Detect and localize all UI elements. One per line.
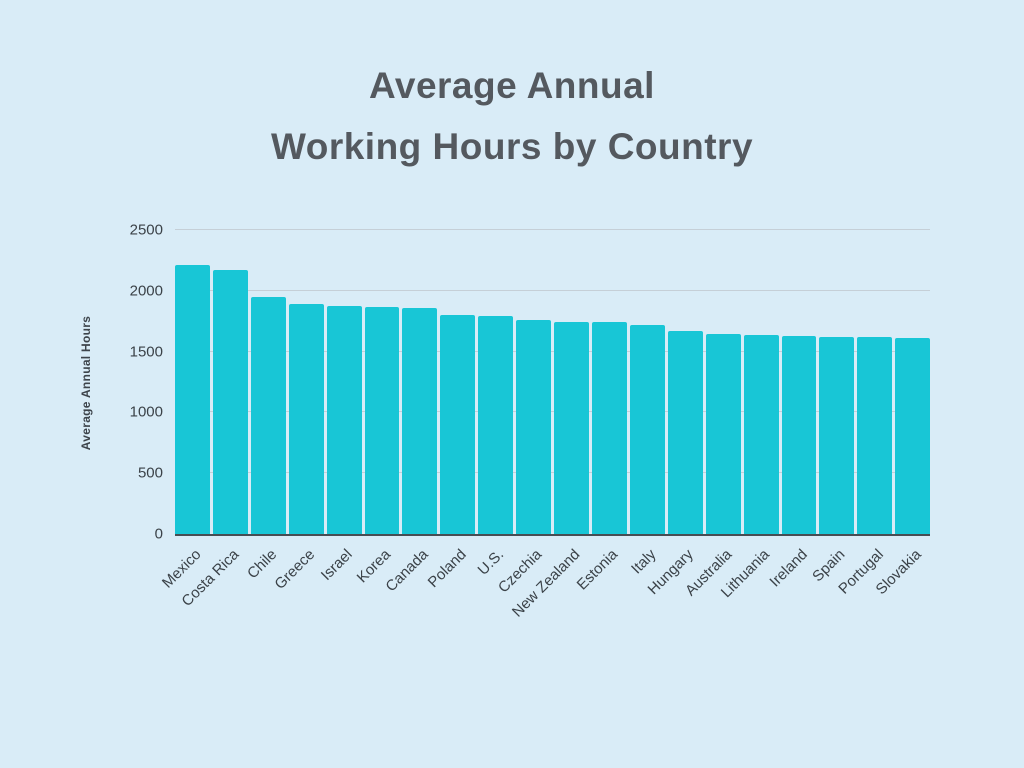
bar-slovakia bbox=[895, 337, 931, 534]
bar-estonia bbox=[591, 322, 627, 534]
bar-italy bbox=[629, 324, 665, 534]
y-axis-title: Average Annual Hours bbox=[79, 315, 93, 451]
chart-title-line2: Working Hours by Country bbox=[270, 126, 754, 168]
y-tick-label: 1500 bbox=[129, 343, 163, 361]
bar-lithuania bbox=[743, 335, 779, 534]
bar-ireland bbox=[781, 336, 817, 534]
chart-title: Average Annual Working Hours by Country bbox=[0, 55, 1024, 177]
x-tick-label: Italy bbox=[627, 546, 660, 578]
y-tick-label: 1000 bbox=[129, 403, 163, 421]
bar-portugal bbox=[857, 337, 893, 534]
gridline bbox=[175, 229, 930, 230]
x-label-cell: Poland bbox=[425, 536, 475, 646]
x-label-cell: Canada bbox=[383, 536, 437, 646]
y-tick-label: 2000 bbox=[129, 282, 163, 300]
y-tick-label: 0 bbox=[154, 525, 163, 543]
x-tick-label: Israel bbox=[318, 546, 357, 584]
gridline bbox=[175, 411, 930, 413]
x-label-cell: Slovakia bbox=[872, 536, 930, 646]
x-label-cell: Ireland bbox=[766, 536, 816, 646]
bar-hungary bbox=[667, 330, 703, 534]
bars-container bbox=[175, 230, 931, 534]
y-tick-label: 2500 bbox=[129, 221, 163, 239]
bar-czechia bbox=[516, 319, 552, 534]
x-tick-label: U.S. bbox=[475, 546, 508, 579]
bar-australia bbox=[705, 333, 741, 534]
bar-u-s- bbox=[478, 316, 514, 534]
bar-costa-rica bbox=[212, 270, 248, 534]
y-axis-ticks: 0 500 1000 1500 2000 2500 bbox=[115, 222, 175, 543]
x-label-cell: Costa Rica bbox=[178, 536, 248, 646]
bar-canada bbox=[402, 308, 438, 534]
y-tick-label: 500 bbox=[137, 464, 163, 482]
x-label-cell: Israel bbox=[318, 536, 362, 646]
bar-chart: 0 500 1000 1500 2000 2500 Mexico Costa Rica Chi… bbox=[130, 222, 931, 646]
gridline bbox=[175, 289, 930, 291]
bar-new-zealand bbox=[554, 321, 589, 534]
bar-poland bbox=[440, 314, 476, 534]
bar-greece bbox=[288, 304, 324, 534]
chart-title-line1: Average Annual bbox=[369, 65, 655, 106]
bar-spain bbox=[819, 337, 855, 534]
x-axis-labels: Mexico Costa Rica Chile Greece Israel Korea Ca… bbox=[159, 536, 930, 646]
x-label-cell: Estonia bbox=[574, 536, 627, 646]
bar-mexico bbox=[175, 265, 210, 534]
x-label-cell: Lithuania bbox=[718, 536, 779, 646]
x-label-cell: Chile bbox=[244, 536, 286, 646]
plot-area: 0 500 1000 1500 2000 2500 bbox=[130, 222, 931, 543]
x-label-cell: Greece bbox=[271, 536, 324, 646]
gridline bbox=[175, 472, 930, 474]
bar-korea bbox=[364, 307, 400, 534]
bar-chile bbox=[250, 296, 286, 534]
bar-israel bbox=[326, 306, 362, 534]
gridline bbox=[175, 350, 930, 352]
